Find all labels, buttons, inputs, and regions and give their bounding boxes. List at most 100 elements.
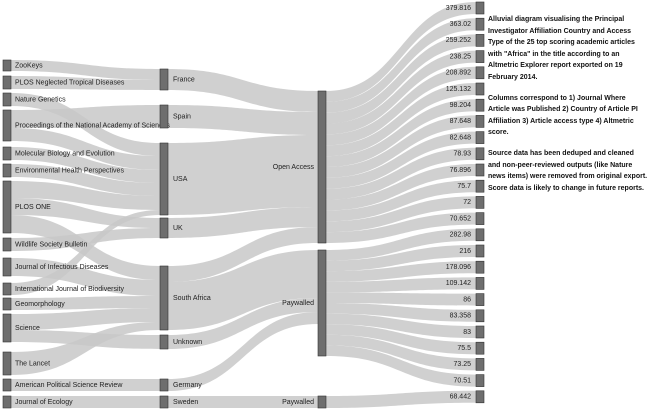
- node-bar: [317, 90, 327, 244]
- node-bar: [475, 147, 485, 161]
- flow: [326, 303, 476, 322]
- node-bar: [475, 390, 485, 404]
- node-bar: [2, 257, 12, 277]
- flow: [11, 210, 160, 295]
- flow: [168, 207, 318, 238]
- node-bar: [2, 59, 12, 72]
- node-bar: [2, 75, 12, 90]
- score-label: 216: [459, 248, 471, 255]
- description: Alluvial diagram visualising the Princip…: [488, 14, 648, 203]
- country-label: South Africa: [173, 295, 211, 302]
- node-bar: [159, 378, 169, 392]
- node-bar: [317, 249, 327, 357]
- flow: [168, 396, 318, 408]
- country-label: France: [173, 76, 195, 83]
- journal-label: Nature Genetics: [15, 96, 66, 103]
- node-bar: [475, 34, 485, 47]
- flow: [326, 83, 476, 157]
- node-bar: [475, 98, 485, 112]
- flow: [326, 345, 476, 387]
- flow: [326, 261, 476, 282]
- flow: [326, 228, 476, 261]
- score-label: 75.7: [457, 183, 471, 190]
- flow: [11, 181, 160, 210]
- score-label: 70.652: [450, 215, 472, 222]
- flow: [326, 292, 476, 306]
- score-label: 178.096: [446, 264, 471, 271]
- node-bar: [475, 82, 485, 96]
- node-bar: [475, 341, 485, 355]
- flow: [326, 277, 476, 293]
- flow: [326, 50, 476, 135]
- flow: [11, 322, 160, 375]
- flow: [326, 313, 476, 338]
- journal-label: Science: [15, 325, 40, 332]
- description-paragraph: Source data has been deduped and cleaned…: [488, 149, 648, 192]
- score-label: 125.132: [446, 86, 471, 93]
- flow: [326, 245, 476, 272]
- node-bar: [2, 180, 12, 234]
- flow: [11, 76, 160, 90]
- score-label: 282.98: [450, 232, 472, 239]
- node-bar: [159, 68, 169, 91]
- node-bar: [2, 92, 12, 107]
- node-bar: [475, 179, 485, 193]
- node-bar: [475, 163, 485, 177]
- flow: [11, 296, 160, 310]
- node-bar: [159, 395, 169, 409]
- country-label: Spain: [173, 113, 191, 120]
- country-label: Sweden: [173, 399, 198, 406]
- flow: [326, 131, 476, 189]
- journal-label: ZooKeys: [15, 62, 43, 69]
- flow: [11, 308, 160, 330]
- node-bar: [2, 297, 12, 311]
- flow: [326, 2, 476, 102]
- flow: [168, 312, 318, 391]
- score-label: 75.5: [457, 345, 471, 352]
- flow: [326, 164, 476, 211]
- journal-label: Journal of Infectious Diseases: [15, 264, 109, 271]
- score-label: 83: [463, 329, 471, 336]
- score-label: 72: [463, 199, 471, 206]
- node-bar: [2, 378, 12, 392]
- flow: [326, 334, 476, 371]
- node-bar: [475, 277, 485, 290]
- flow: [11, 379, 160, 391]
- node-bar: [475, 196, 485, 209]
- flow: [326, 212, 476, 243]
- score-label: 208.892: [446, 70, 471, 77]
- flow: [11, 258, 160, 296]
- journal-label: PLOS ONE: [15, 204, 51, 211]
- score-label: 259.252: [446, 37, 471, 44]
- node-bar: [159, 217, 169, 239]
- node-bar: [475, 212, 485, 225]
- node-bar: [159, 142, 169, 216]
- flow: [11, 396, 160, 408]
- flow: [326, 18, 476, 113]
- flow: [326, 196, 476, 233]
- node-bar: [475, 260, 485, 274]
- country-label: USA: [173, 176, 188, 183]
- flow: [11, 147, 160, 183]
- country-label: Unknown: [173, 339, 202, 346]
- flows: [11, 2, 476, 408]
- node-bar: [475, 131, 485, 144]
- node-bar: [475, 309, 485, 323]
- journal-label: American Political Science Review: [15, 382, 123, 389]
- score-label: 76.896: [450, 167, 472, 174]
- journal-label: PLOS Neglected Tropical Diseases: [15, 79, 125, 86]
- node-bar: [475, 17, 485, 31]
- score-label: 68.442: [450, 394, 472, 401]
- flow: [11, 128, 160, 170]
- node-bar: [475, 293, 485, 306]
- score-label: 238.25: [450, 53, 472, 60]
- node-bar: [475, 1, 485, 15]
- flow: [326, 66, 476, 146]
- flow: [168, 69, 318, 112]
- access-label: Paywalled: [282, 399, 314, 406]
- flow: [168, 250, 318, 330]
- flow: [326, 147, 476, 200]
- node-bar: [2, 395, 12, 409]
- flow: [326, 180, 476, 222]
